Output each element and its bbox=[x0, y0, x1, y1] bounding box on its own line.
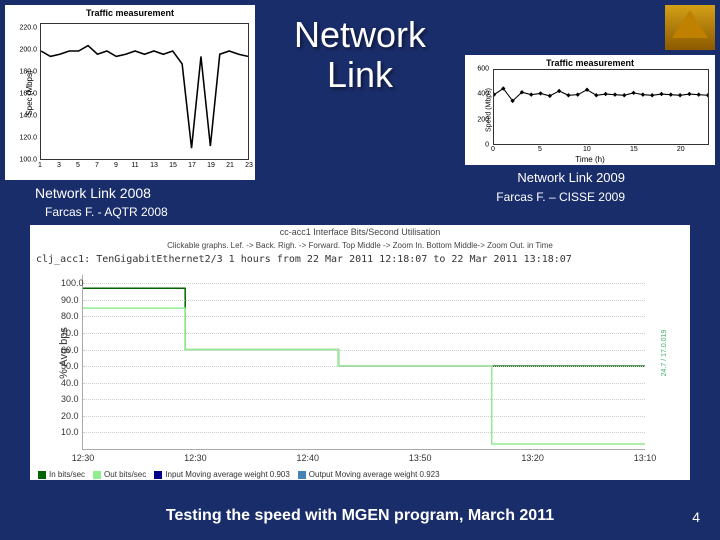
chart-2008-plot bbox=[40, 23, 249, 160]
chart-2009-svg bbox=[494, 70, 708, 144]
chart-2008-title: Traffic measurement bbox=[5, 5, 255, 18]
chart-mgen: cc-acc1 Interface Bits/Second Utilisatio… bbox=[30, 225, 690, 480]
chart-2008-svg bbox=[41, 24, 248, 159]
chart-mgen-plot: 10.020.030.040.050.060.070.080.090.0100.… bbox=[82, 275, 645, 450]
chart-2009-plot bbox=[493, 69, 709, 145]
label-2009: Network Link 2009 bbox=[517, 170, 625, 185]
source-2008: Farcas F. - AQTR 2008 bbox=[45, 205, 168, 219]
source-2009: Farcas F. – CISSE 2009 bbox=[496, 190, 625, 204]
chart-2009-yticks: 0200400600 bbox=[469, 69, 491, 145]
chart-2008-xticks: 1357911131517192123 bbox=[40, 162, 249, 174]
chart-2008: Traffic measurement Spec (Mbps) 13579111… bbox=[5, 5, 255, 180]
university-logo bbox=[665, 5, 715, 50]
chart-2009-xticks: 05101520 bbox=[493, 146, 709, 156]
chart-mgen-svg bbox=[83, 275, 645, 449]
chart-mgen-header2: Clickable graphs. Lef. -> Back. Righ. ->… bbox=[30, 239, 690, 252]
chart-mgen-rightlabel: 24.7 / 17.0.019 bbox=[661, 329, 668, 376]
chart-2008-yticks: 100.0120.0140.0160.0180.0200.0220.0 bbox=[9, 23, 39, 160]
slide-title: Network Link bbox=[294, 15, 426, 94]
label-2008: Network Link 2008 bbox=[35, 185, 151, 201]
chart-2009-title: Traffic measurement bbox=[465, 55, 715, 68]
chart-mgen-legend: In bits/secOut bits/secInput Moving aver… bbox=[38, 470, 682, 479]
chart-mgen-subtitle: clj_acc1: TenGigabitEthernet2/3 1 hours … bbox=[30, 252, 690, 267]
chart-2009-xlabel: Time (h) bbox=[575, 155, 604, 164]
chart-mgen-header1: cc-acc1 Interface Bits/Second Utilisatio… bbox=[30, 225, 690, 239]
chart-2009: Traffic measurement Speed (Mbps) Time (h… bbox=[465, 55, 715, 165]
slide-caption: Testing the speed with MGEN program, Mar… bbox=[166, 507, 554, 525]
page-number: 4 bbox=[692, 509, 700, 525]
